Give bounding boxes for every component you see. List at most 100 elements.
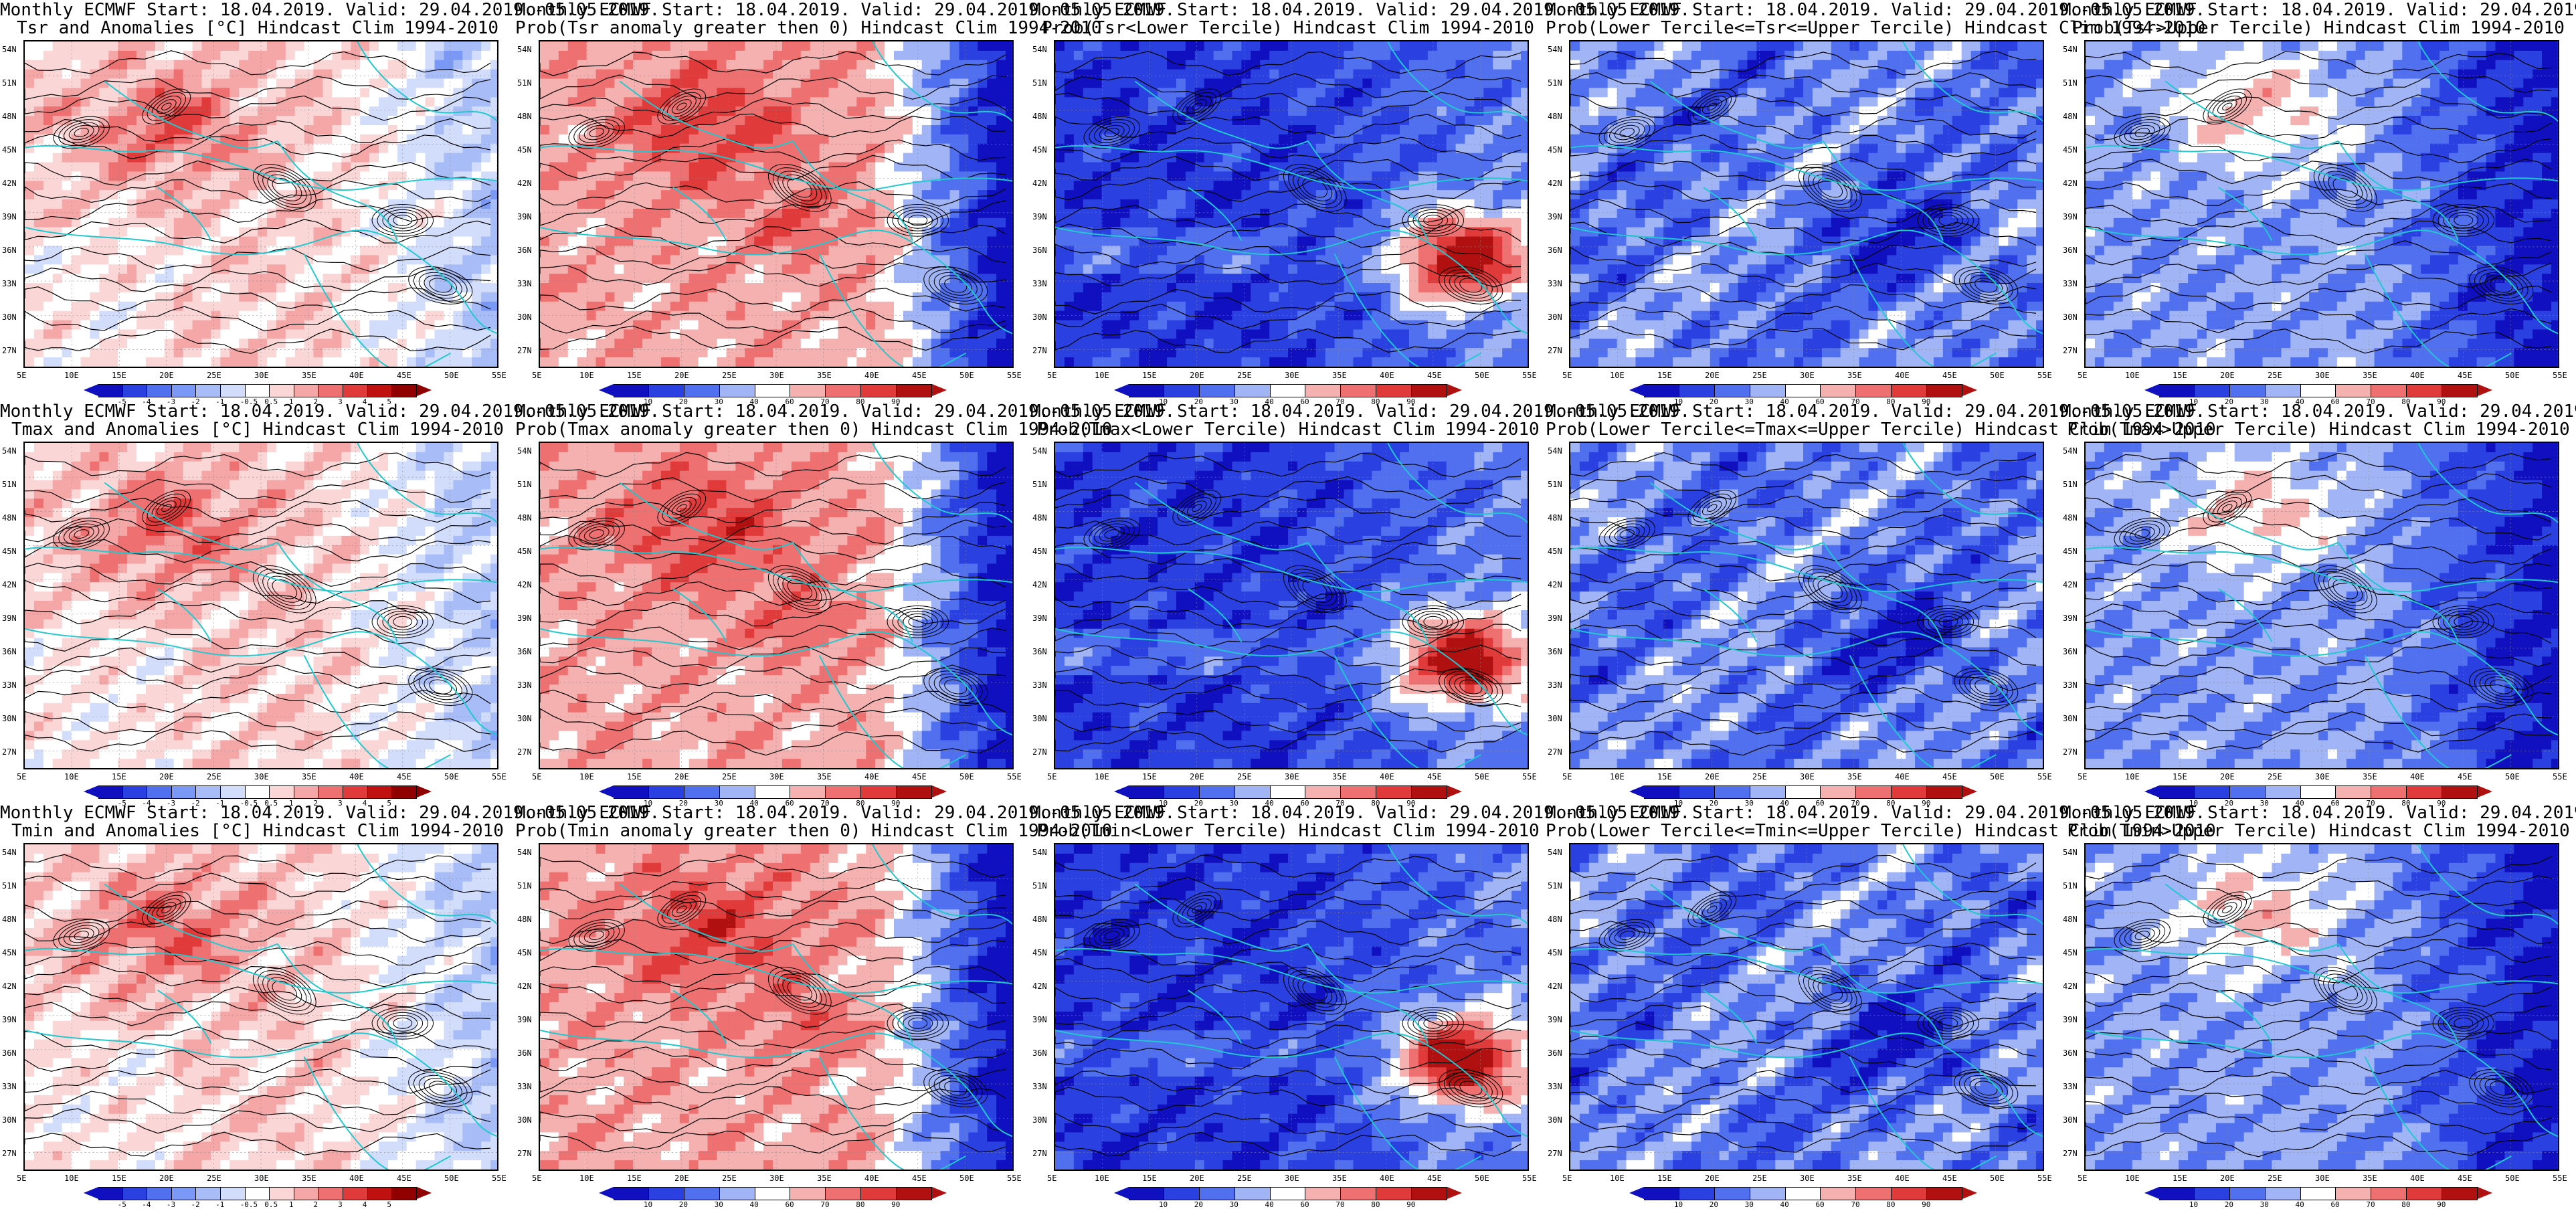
latitude-label: 42N xyxy=(517,179,532,188)
colorbar xyxy=(1629,785,1977,798)
latitude-label: 39N xyxy=(2,614,17,623)
latitude-label: 51N xyxy=(1032,78,1047,88)
longitude-label: 45E xyxy=(2458,772,2472,781)
longitude-label: 20E xyxy=(674,1174,689,1183)
map-panel: Monthly ECMWF Start: 18.04.2019. Valid: … xyxy=(2061,803,2576,1204)
colorbar-arrow-left xyxy=(2144,384,2159,396)
latitude-label: 27N xyxy=(1548,747,1562,757)
latitude-label: 27N xyxy=(517,1149,532,1158)
colorbar-cell xyxy=(755,1187,791,1200)
longitude-label: 5E xyxy=(17,371,26,380)
longitude-label: 45E xyxy=(912,371,927,380)
longitude-label: 40E xyxy=(2410,1174,2425,1183)
latitude-label: 42N xyxy=(1548,982,1562,991)
longitude-label: 15E xyxy=(1657,1174,1672,1183)
colorbar-cell xyxy=(861,785,897,799)
colorbar-cell xyxy=(2159,384,2195,397)
latitude-label: 54N xyxy=(517,848,532,857)
colorbar-cell xyxy=(294,1187,319,1200)
forecast-map xyxy=(1054,442,1529,769)
longitude-label: 45E xyxy=(912,1174,927,1183)
longitude-label: 55E xyxy=(2037,1174,2052,1183)
colorbar-cell xyxy=(684,384,720,397)
colorbar-tick-label: -3 xyxy=(167,1200,175,1209)
longitude-label: 55E xyxy=(492,1174,507,1183)
colorbar-cell xyxy=(1715,785,1750,799)
colorbar-tick-label: 40 xyxy=(1265,1200,1274,1209)
forecast-map xyxy=(23,843,498,1171)
colorbar-cell xyxy=(98,785,123,799)
longitude-label: 15E xyxy=(1142,371,1157,380)
longitude-label: 45E xyxy=(1942,1174,1957,1183)
latitude-label: 42N xyxy=(1032,580,1047,589)
longitude-label: 40E xyxy=(1380,1174,1394,1183)
map-field-svg xyxy=(1570,844,2043,1170)
latitude-label: 51N xyxy=(2063,881,2078,891)
colorbar-arrow-left xyxy=(599,785,614,798)
longitude-label: 10E xyxy=(1610,371,1625,380)
longitude-label: 20E xyxy=(159,1174,174,1183)
latitude-label: 27N xyxy=(1032,1149,1047,1158)
map-field-svg xyxy=(25,443,497,768)
longitude-label: 20E xyxy=(2220,371,2235,380)
colorbar-cell xyxy=(343,785,368,799)
latitude-label: 27N xyxy=(517,747,532,757)
colorbar-cell xyxy=(826,384,861,397)
colorbar-cell xyxy=(614,384,649,397)
latitude-label: 45N xyxy=(2063,547,2078,556)
latitude-label: 45N xyxy=(2,948,17,957)
latitude-label: 51N xyxy=(1548,881,1562,891)
forecast-map xyxy=(539,843,1014,1171)
forecast-map xyxy=(23,40,498,368)
latitude-label: 42N xyxy=(2063,982,2078,991)
latitude-label: 42N xyxy=(2063,580,2078,589)
longitude-label: 50E xyxy=(444,772,459,781)
map-panel: Monthly ECMWF Start: 18.04.2019. Valid: … xyxy=(515,803,1030,1204)
colorbar-cell xyxy=(2407,1187,2442,1200)
latitude-label: 30N xyxy=(2063,1115,2078,1125)
colorbar-cell xyxy=(649,1187,684,1200)
longitude-label: 55E xyxy=(1522,772,1537,781)
map-panel: Monthly ECMWF Start: 18.04.2019. Valid: … xyxy=(2061,401,2576,803)
longitude-label: 30E xyxy=(2315,371,2330,380)
colorbar-cell xyxy=(147,785,172,799)
map-panel: Monthly ECMWF Start: 18.04.2019. Valid: … xyxy=(0,803,515,1204)
latitude-label: 54N xyxy=(1032,446,1047,456)
longitude-label: 5E xyxy=(1047,772,1056,781)
colorbar-arrow-right xyxy=(417,1187,432,1199)
colorbar-cell xyxy=(2407,384,2442,397)
colorbar-cell xyxy=(755,384,791,397)
longitude-label: 55E xyxy=(2553,772,2567,781)
map-panel: Monthly ECMWF Start: 18.04.2019. Valid: … xyxy=(1546,803,2061,1204)
longitude-label: 15E xyxy=(627,772,642,781)
longitude-label: 50E xyxy=(444,371,459,380)
latitude-label: 48N xyxy=(1548,112,1562,121)
panel-title-line2: Prob(Lower Tercile<=Tsr<=Upper Tercile) … xyxy=(1546,18,2061,38)
colorbar-cell xyxy=(270,1187,294,1200)
colorbar-cell xyxy=(1200,785,1235,799)
colorbar-arrow-right xyxy=(1447,1187,1462,1199)
panel-title-line2: Prob(Tsr<Lower Tercile) Hindcast Clim 19… xyxy=(1030,18,1546,38)
latitude-label: 48N xyxy=(517,513,532,523)
colorbar-cell xyxy=(1305,384,1341,397)
panel-title-line1: Monthly ECMWF Start: 18.04.2019. Valid: … xyxy=(515,0,1030,20)
colorbar-tick-label: 60 xyxy=(1300,1200,1309,1209)
forecast-map xyxy=(539,442,1014,769)
longitude-label: 10E xyxy=(64,371,79,380)
longitude-label: 10E xyxy=(64,1174,79,1183)
colorbar-cell xyxy=(1927,785,1962,799)
colorbar-cell xyxy=(1271,1187,1306,1200)
longitude-label: 5E xyxy=(17,772,26,781)
colorbar xyxy=(84,384,432,396)
colorbar-tick-label: 40 xyxy=(750,1200,759,1209)
colorbar-tick-label: 80 xyxy=(1886,1200,1895,1209)
latitude-label: 51N xyxy=(2063,480,2078,489)
colorbar-arrow-left xyxy=(1114,384,1129,396)
colorbar-cell xyxy=(720,785,755,799)
panel-title-line2: Prob(Tmin>Upper Tercile) Hindcast Clim 1… xyxy=(2061,821,2576,841)
longitude-label: 25E xyxy=(1752,371,1767,380)
longitude-label: 20E xyxy=(1705,1174,1720,1183)
colorbar-tick-label: 10 xyxy=(1159,1200,1168,1209)
colorbar-cell xyxy=(826,1187,861,1200)
map-field-svg xyxy=(1055,41,1528,367)
